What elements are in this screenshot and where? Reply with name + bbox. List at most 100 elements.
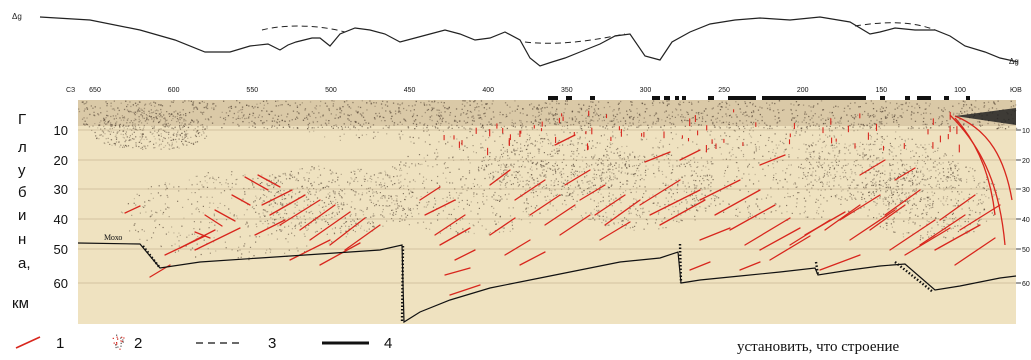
reflector-segment bbox=[419, 186, 441, 201]
reflector-segment bbox=[257, 174, 281, 188]
reflector-segment bbox=[254, 219, 286, 236]
legend-num-2: 2 bbox=[134, 335, 142, 352]
depth-tick-right: 10 bbox=[1022, 128, 1030, 135]
vertical-axis-letter: л bbox=[18, 139, 27, 156]
reflector-segment bbox=[434, 214, 466, 236]
legend-red-line-icon bbox=[15, 336, 41, 349]
section-background bbox=[78, 100, 1016, 324]
reflector-segment bbox=[514, 179, 546, 201]
reflector-segment bbox=[729, 204, 776, 231]
reflector-segment bbox=[889, 219, 936, 251]
reflector-curve bbox=[949, 114, 1006, 246]
depth-grid bbox=[78, 129, 1016, 284]
caption-fragment: установить, что строение bbox=[737, 339, 900, 355]
reflector-segment bbox=[579, 184, 606, 201]
reflector-segment bbox=[769, 235, 811, 261]
depth-tick-left: 20 bbox=[54, 153, 68, 168]
reflector-segment bbox=[261, 189, 293, 206]
vertical-axis-letter: у bbox=[18, 162, 26, 179]
legend-num-3: 3 bbox=[268, 335, 276, 352]
reflector-segment bbox=[289, 239, 331, 261]
reflector-segment bbox=[839, 194, 881, 221]
reflector-segment bbox=[559, 214, 591, 236]
legend-num-1: 1 bbox=[56, 335, 64, 352]
reflector-segment bbox=[299, 204, 336, 231]
reflector-segment bbox=[594, 194, 626, 216]
reflector-segment bbox=[659, 199, 706, 226]
reflector-segment bbox=[934, 224, 981, 251]
reflector-segment bbox=[279, 199, 321, 226]
reflector-curve bbox=[954, 115, 1013, 201]
reflector-segment bbox=[849, 209, 896, 241]
reflector-segment bbox=[309, 211, 351, 241]
reflector-segment bbox=[344, 224, 381, 251]
reflector-segment bbox=[124, 205, 141, 214]
reflector-segments bbox=[124, 108, 1016, 296]
reflector-segment bbox=[564, 169, 591, 186]
reflector-segment bbox=[869, 204, 906, 231]
gravity-dashed-3 bbox=[854, 22, 936, 31]
legend-item-4: 4 bbox=[322, 335, 392, 352]
gravity-panel: Δg Δg bbox=[12, 12, 1019, 67]
depth-tick-right: 30 bbox=[1022, 187, 1030, 194]
reflector-segment bbox=[529, 194, 561, 216]
depth-tick-left: 60 bbox=[54, 276, 68, 291]
surface-bars bbox=[548, 96, 970, 100]
legend-item-3: 3 bbox=[196, 335, 276, 352]
reflector-segment bbox=[954, 237, 996, 266]
distance-tick-labels: 650 600 550 500 450 400 350 300 250 200 150 100 bbox=[89, 87, 966, 94]
reflector-segment bbox=[164, 235, 206, 256]
gravity-label-left: Δg bbox=[12, 12, 22, 21]
reflector-segment bbox=[919, 214, 966, 246]
vertical-axis-letter: км bbox=[12, 295, 29, 312]
reflector-segment bbox=[699, 179, 741, 201]
reflector-segment bbox=[699, 227, 731, 241]
reflector-segment bbox=[244, 176, 269, 191]
distance-tick-label: 250 bbox=[718, 87, 730, 94]
se-label: ЮВ bbox=[1010, 87, 1022, 94]
depth-tick-left: 40 bbox=[54, 212, 68, 227]
reflector-segment bbox=[759, 227, 801, 251]
reflector-segment bbox=[424, 199, 456, 216]
reflector-segment bbox=[231, 194, 251, 206]
distance-tick-label: 650 bbox=[89, 87, 101, 94]
distance-tick-label: 100 bbox=[954, 87, 966, 94]
reflector-segment bbox=[804, 211, 846, 236]
distance-tick-label: 200 bbox=[797, 87, 809, 94]
gravity-dashed-1 bbox=[261, 25, 346, 33]
reflector-segment bbox=[194, 231, 211, 239]
reflector-segment bbox=[759, 154, 786, 166]
reflector-segment bbox=[739, 261, 761, 271]
depth-ticks-left: 10 20 30 40 50 60 bbox=[54, 123, 68, 291]
vertical-axis-letter: б bbox=[18, 184, 27, 201]
sw-label: СЗ bbox=[66, 87, 75, 94]
reflector-segment bbox=[454, 249, 476, 261]
moho-label: Мохо bbox=[104, 233, 122, 242]
distance-tick-label: 150 bbox=[876, 87, 888, 94]
depth-tick-right: 40 bbox=[1022, 217, 1030, 224]
reflector-segment bbox=[214, 209, 236, 222]
reflector-segment bbox=[599, 221, 631, 241]
reflector-segment bbox=[444, 267, 471, 276]
reflector-segment bbox=[519, 251, 546, 266]
vertical-axis-letter: н bbox=[18, 231, 26, 248]
reflector-segment bbox=[714, 189, 761, 216]
distance-tick-label: 550 bbox=[246, 87, 258, 94]
reflector-segment bbox=[194, 227, 241, 251]
upper-right-wedge bbox=[955, 108, 1016, 125]
distance-tick-label: 600 bbox=[168, 87, 180, 94]
legend: 1 2 3 4 bbox=[15, 334, 392, 352]
reflector-segment bbox=[604, 199, 641, 226]
legend-item-1: 1 bbox=[15, 335, 64, 352]
reflector-segment bbox=[544, 204, 576, 226]
reflector-segment bbox=[204, 214, 223, 227]
reflector-curve bbox=[954, 117, 996, 216]
depth-ticks-right: 10 20 30 40 50 60 bbox=[1016, 128, 1030, 288]
reflector-segment bbox=[859, 159, 886, 176]
legend-dots-icon bbox=[112, 334, 125, 350]
depth-tick-right: 60 bbox=[1022, 281, 1030, 288]
reflector-segment bbox=[329, 217, 366, 246]
reflector-segment bbox=[439, 227, 471, 246]
